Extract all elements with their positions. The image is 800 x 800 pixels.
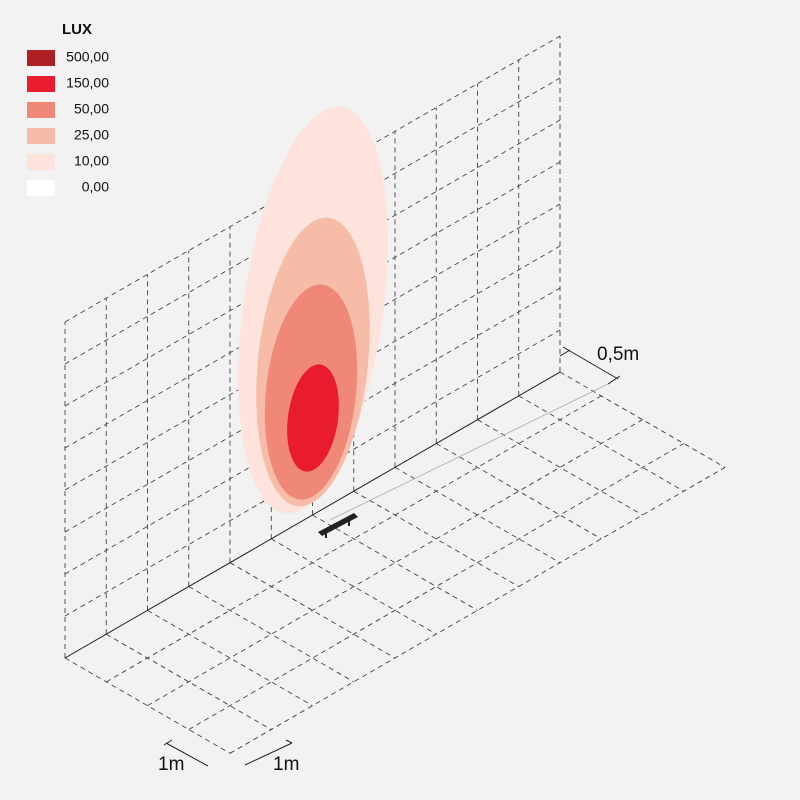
floor-grid-line [518, 395, 684, 492]
base-line [64, 371, 561, 659]
floor-grid-line [353, 490, 519, 587]
legend-title: LUX [62, 21, 92, 38]
dimension-label: 0,5m [597, 344, 639, 365]
floor-grid-line [188, 586, 354, 683]
floor-grid-line [559, 371, 726, 468]
floor-grid-line [64, 657, 231, 754]
light-distribution [238, 106, 388, 514]
floor-grid-line [312, 514, 478, 611]
legend-label: 25,00 [74, 127, 109, 143]
floor-grid-line [394, 466, 561, 564]
legend-label: 10,00 [74, 153, 109, 169]
dimension-markers [163, 346, 621, 767]
legend-swatch [27, 50, 55, 66]
floor-guide [329, 382, 611, 521]
floor-grid-line [436, 443, 602, 540]
fixture [318, 513, 358, 538]
legend-label: 50,00 [74, 101, 109, 117]
dimension-label: 1m [273, 754, 299, 775]
legend-swatch [27, 128, 55, 144]
floor-grid-line [106, 633, 272, 730]
floor-grid-line [477, 419, 643, 516]
legend: 500,00 150,00 50,00 25,00 10,00 0,00 [27, 49, 109, 196]
dimension-label: 1m [158, 754, 184, 775]
legend-swatch [27, 154, 55, 170]
floor-grid-line [271, 538, 437, 635]
legend-swatch [27, 102, 55, 118]
contour [287, 364, 339, 472]
legend-swatch [27, 180, 55, 196]
floor-grid-line [147, 609, 313, 707]
legend-label: 0,00 [82, 179, 109, 195]
legend-label: 150,00 [66, 75, 109, 91]
legend-swatch [27, 76, 55, 92]
legend-label: 500,00 [66, 49, 109, 65]
floor-grid-line [229, 562, 396, 659]
